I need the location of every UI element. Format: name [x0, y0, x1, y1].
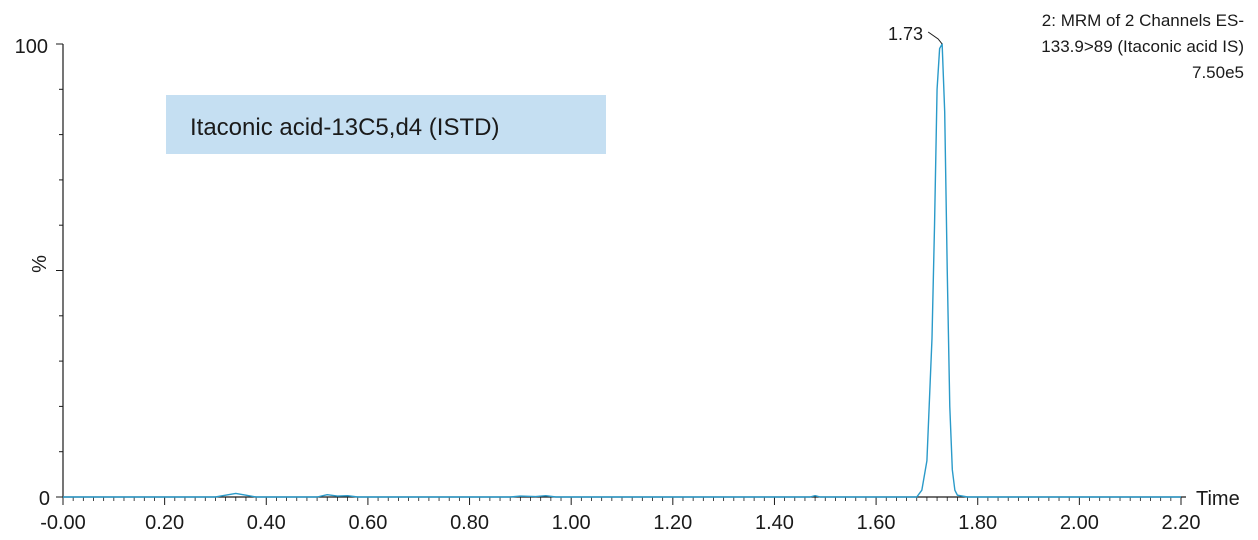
x-tick-label: 1.20 [653, 512, 692, 534]
x-tick-label: 1.00 [552, 512, 591, 534]
x-tick-label: -0.00 [40, 512, 86, 534]
x-tick-label: 1.60 [857, 512, 896, 534]
x-tick-label: 2.20 [1162, 512, 1201, 534]
y-tick-label-100: 100 [15, 36, 48, 58]
x-axis-label: Time [1196, 488, 1240, 510]
info-line-1: 2: MRM of 2 Channels ES- [1042, 11, 1244, 30]
x-tick-label: 0.80 [450, 512, 489, 534]
info-line-3: 7.50e5 [1192, 63, 1244, 82]
x-tick-label: 2.00 [1060, 512, 1099, 534]
x-tick-label: 0.20 [145, 512, 184, 534]
x-tick-label: 1.40 [755, 512, 794, 534]
compound-label: Itaconic acid-13C5,d4 (ISTD) [190, 114, 499, 141]
peak-label: 1.73 [888, 24, 923, 44]
x-tick-label: 0.60 [348, 512, 387, 534]
y-tick-label-0: 0 [39, 488, 50, 510]
peak-leader-line [928, 32, 942, 44]
x-tick-label: 0.40 [247, 512, 286, 534]
y-axis-label: % [29, 255, 51, 273]
info-line-2: 133.9>89 (Itaconic acid IS) [1041, 37, 1244, 56]
x-tick-label: 1.80 [958, 512, 997, 534]
